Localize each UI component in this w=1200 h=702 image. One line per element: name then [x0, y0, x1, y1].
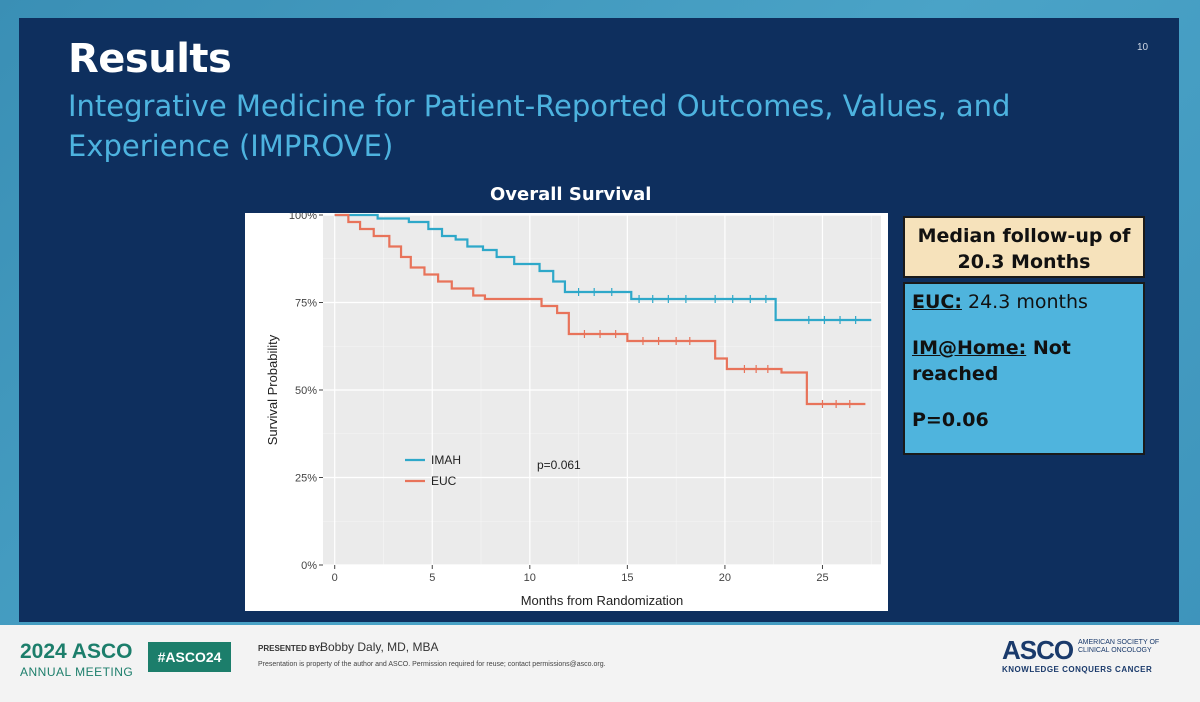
chart-panel: 0% 25% 50% 75% 100% 0 5 10 15 20 25 Survival Prob… — [245, 210, 888, 611]
imhome-value: Not reached — [912, 337, 1071, 385]
y-tick-label: 50% — [295, 385, 317, 397]
x-tick-label: 10 — [524, 572, 536, 584]
footer: 2024 ASCO ANNUAL MEETING #ASCO24 PRESENT… — [0, 625, 1200, 702]
asco-tagline: KNOWLEDGE CONQUERS CANCER — [1002, 665, 1153, 674]
series-line-imah — [334, 213, 872, 322]
survival-chart: 0% 25% 50% 75% 100% 0 5 10 15 20 25 Survival Prob… — [265, 210, 881, 608]
followup-line-2: 20.3 Months — [957, 251, 1091, 273]
society-line-1: AMERICAN SOCIETY OF — [1078, 639, 1160, 646]
society-name: AMERICAN SOCIETY OF CLINICAL ONCOLOGY — [1078, 639, 1159, 655]
society-line-2: CLINICAL ONCOLOGY — [1078, 647, 1152, 654]
asco-annual-logo: 2024 ASCO — [20, 640, 133, 663]
hashtag-badge: #ASCO24 — [148, 642, 231, 672]
y-tick-label: 0% — [301, 560, 317, 572]
median-survival-box: EUC: 24.3 months IM@Home: Not reached P=… — [903, 282, 1145, 455]
p-value-annotation: p=0.061 — [537, 458, 581, 472]
slide-subtitle: Integrative Medicine for Patient-Reporte… — [68, 89, 1011, 163]
euc-value: 24.3 months — [961, 291, 1088, 313]
euc-label: EUC: — [912, 291, 962, 313]
slide-title: Results — [68, 36, 232, 82]
euc-median: EUC: 24.3 months — [912, 289, 1143, 315]
chart-title: Overall Survival — [490, 184, 652, 205]
y-axis-label: Survival Probability — [265, 334, 280, 445]
y-tick-label: 25% — [295, 473, 317, 485]
x-tick-label: 15 — [621, 572, 633, 584]
legend: IMAH EUC — [405, 453, 461, 488]
annual-meeting-label: ANNUAL MEETING — [20, 665, 134, 679]
property-note: Presentation is property of the author a… — [258, 661, 606, 668]
followup-line-1: Median follow-up of — [917, 225, 1131, 247]
x-axis-label: Months from Randomization — [521, 593, 684, 608]
y-tick-label: 100% — [289, 213, 317, 222]
x-tick-label: 20 — [719, 572, 731, 584]
median-followup-box: Median follow-up of 20.3 Months — [903, 216, 1145, 278]
presented-by-label: PRESENTED BY: — [258, 644, 323, 653]
legend-label-euc: EUC — [431, 474, 457, 488]
page-number: 10 — [1137, 42, 1149, 53]
imhome-label: IM@Home: — [912, 337, 1027, 359]
legend-label-imah: IMAH — [431, 453, 461, 467]
asco-logo: ASCO — [1002, 635, 1074, 665]
imhome-median: IM@Home: Not reached — [912, 335, 1143, 387]
y-tick-label: 75% — [295, 298, 317, 310]
x-tick-label: 25 — [816, 572, 828, 584]
series-line-euc — [334, 213, 866, 406]
x-tick-label: 0 — [332, 572, 338, 584]
x-tick-label: 5 — [429, 572, 435, 584]
p-value-text: P=0.06 — [912, 409, 989, 431]
presenter-name: Bobby Daly, MD, MBA — [320, 640, 439, 654]
